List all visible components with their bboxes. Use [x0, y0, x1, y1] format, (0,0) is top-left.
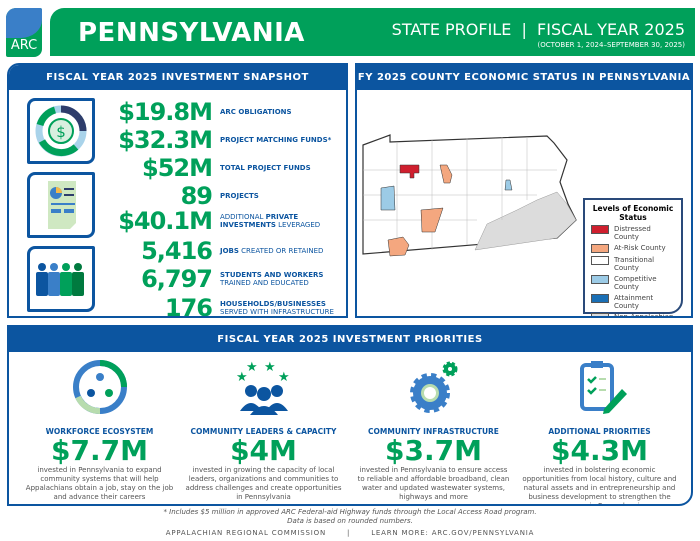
- stat-label: STUDENTS AND WORKERS TRAINED AND EDUCATE…: [220, 271, 346, 287]
- legend-item: At-Risk County: [591, 244, 675, 253]
- stat-value: 5,416: [141, 237, 213, 265]
- legend-item: Distressed County: [591, 225, 675, 241]
- leaders-stars-icon: ★ ★ ★ ★: [181, 354, 346, 420]
- legend-swatch: [591, 225, 609, 234]
- snapshot-stat: $19.8M ARC OBLIGATIONS: [99, 98, 346, 126]
- at-risk-county: [420, 207, 444, 233]
- stat-label-bold: HOUSEHOLDS/BUSINESSES: [220, 300, 326, 308]
- legend-swatch: [591, 275, 609, 284]
- stat-label: ADDITIONAL PRIVATE INVESTMENTS LEVERAGED: [220, 213, 346, 229]
- competitive-county: [504, 179, 513, 191]
- stat-label-rest: TRAINED AND EDUCATED: [220, 279, 309, 287]
- stat-value: $40.1M: [118, 207, 213, 235]
- stat-label-bold: PROJECT MATCHING FUNDS*: [220, 136, 332, 144]
- priority-additional: ADDITIONAL PRIORITIES $4.3M invested in …: [517, 354, 682, 504]
- stat-label-rest: CREATED OR RETAINED: [238, 247, 324, 255]
- legend-item: Non-Appalachian County: [591, 313, 675, 318]
- gears-icon: [351, 354, 516, 420]
- priority-workforce: WORKFORCE ECOSYSTEM $7.7M invested in Pe…: [17, 354, 182, 502]
- footer-separator: |: [347, 529, 351, 537]
- stat-value: 176: [164, 294, 213, 318]
- stat-value: $19.8M: [118, 98, 213, 126]
- legend-label: Distressed County: [614, 225, 651, 241]
- stat-label: JOBS CREATED OR RETAINED: [220, 247, 346, 255]
- legend-item: Attainment County: [591, 294, 675, 310]
- footer: APPALACHIAN REGIONAL COMMISSION | LEARN …: [0, 529, 700, 537]
- legend-swatch: [591, 256, 609, 265]
- legend-label: Competitive County: [614, 275, 657, 291]
- stat-label: ARC OBLIGATIONS: [220, 108, 346, 116]
- stat-label-bold: TOTAL PROJECT FUNDS: [220, 164, 311, 172]
- legend-label: Non-Appalachian County: [614, 313, 674, 318]
- distressed-county: [399, 164, 420, 179]
- priority-leaders: ★ ★ ★ ★ COMMUNITY LEADERS & CAPACITY $4M in…: [181, 354, 346, 502]
- competitive-county: [380, 185, 396, 211]
- stat-label: PROJECT MATCHING FUNDS*: [220, 136, 346, 144]
- stat-label-bold: PRIVATE INVESTMENTS: [220, 213, 299, 229]
- svg-text:★: ★: [278, 370, 290, 385]
- pennsylvania-county-map: [362, 134, 577, 257]
- snapshot-stat: 6,797 STUDENTS AND WORKERS TRAINED AND ED…: [99, 265, 346, 293]
- state-title: PENNSYLVANIA: [78, 18, 305, 48]
- stat-value: 6,797: [141, 265, 213, 293]
- profile-title: STATE PROFILE | FISCAL YEAR 2025: [391, 20, 685, 39]
- stat-value: $32.3M: [118, 126, 213, 154]
- snapshot-stat: $40.1M ADDITIONAL PRIVATE INVESTMENTS LEV…: [99, 207, 346, 235]
- priorities-title: FISCAL YEAR 2025 INVESTMENT PRIORITIES: [9, 327, 691, 352]
- stat-label-rest: LEVERAGED: [275, 221, 321, 229]
- stat-label-rest: SERVED WITH INFRASTRUCTURE: [220, 308, 334, 316]
- legend-swatch: [591, 244, 609, 253]
- at-risk-county: [387, 236, 410, 257]
- stat-value: 89: [180, 182, 213, 210]
- svg-text:$: $: [56, 123, 66, 141]
- stat-label-bold: JOBS: [220, 247, 239, 255]
- legend-item: Transitional County: [591, 256, 675, 272]
- legend-label: Transitional County: [614, 256, 655, 272]
- footer-link[interactable]: LEARN MORE: ARC.GOV/PENNSYLVANIA: [371, 529, 535, 537]
- svg-text:★: ★: [236, 370, 248, 385]
- footer-org: APPALACHIAN REGIONAL COMMISSION: [165, 529, 326, 537]
- snapshot-title: FISCAL YEAR 2025 INVESTMENT SNAPSHOT: [9, 65, 346, 90]
- legend-swatch: [591, 313, 609, 316]
- investment-priorities-panel: FISCAL YEAR 2025 INVESTMENT PRIORITIES W…: [7, 325, 693, 506]
- snapshot-stat: 89 PROJECTS: [99, 182, 346, 210]
- at-risk-county: [439, 164, 453, 184]
- fiscal-dates: (OCTOBER 1, 2024–SEPTEMBER 30, 2025): [537, 41, 686, 49]
- stat-label-bold: ARC OBLIGATIONS: [220, 108, 292, 116]
- stat-label-bold: PROJECTS: [220, 192, 259, 200]
- map-title: FY 2025 COUNTY ECONOMIC STATUS IN PENNSY…: [357, 65, 691, 90]
- legend-item: Competitive County: [591, 275, 675, 291]
- snapshot-stat: $32.3M PROJECT MATCHING FUNDS*: [99, 126, 346, 154]
- snapshot-stat: 5,416 JOBS CREATED OR RETAINED: [99, 237, 346, 265]
- clipboard-icon: [517, 354, 682, 420]
- stat-value: $52M: [142, 154, 213, 182]
- dollar-icon: $: [27, 98, 95, 164]
- svg-text:★: ★: [246, 360, 258, 375]
- priority-infrastructure: COMMUNITY INFRASTRUCTURE $3.7M invested …: [351, 354, 516, 502]
- investment-snapshot-panel: FISCAL YEAR 2025 INVESTMENT SNAPSHOT $ $…: [7, 63, 348, 318]
- county-status-map-panel: FY 2025 COUNTY ECONOMIC STATUS IN PENNSY…: [355, 63, 693, 318]
- report-icon: [27, 172, 95, 238]
- stat-label: TOTAL PROJECT FUNDS: [220, 164, 346, 172]
- footnote: * Includes $5 million in approved ARC Fe…: [163, 508, 537, 525]
- legend-swatch: [591, 294, 609, 303]
- legend-label: Attainment County: [614, 294, 654, 310]
- legend-label: At-Risk County: [614, 244, 666, 252]
- svg-text:★: ★: [264, 360, 276, 375]
- stat-label-pre: ADDITIONAL: [220, 213, 266, 221]
- people-icon: [27, 246, 95, 312]
- non-appalachian-region: [474, 191, 577, 251]
- stat-label-bold: STUDENTS AND WORKERS: [220, 271, 324, 279]
- stat-label: HOUSEHOLDS/BUSINESSES SERVED WITH INFRAS…: [220, 300, 346, 316]
- stat-label: PROJECTS: [220, 192, 346, 200]
- arc-logo: ARC: [6, 8, 42, 57]
- header-banner: PENNSYLVANIA STATE PROFILE | FISCAL YEAR…: [50, 8, 695, 56]
- workforce-network-icon: [17, 354, 182, 420]
- snapshot-stat: 176 HOUSEHOLDS/BUSINESSES SERVED WITH INF…: [99, 294, 346, 318]
- map-legend: Levels of Economic Status Distressed Cou…: [583, 198, 683, 316]
- snapshot-stat: $52M TOTAL PROJECT FUNDS: [99, 154, 346, 182]
